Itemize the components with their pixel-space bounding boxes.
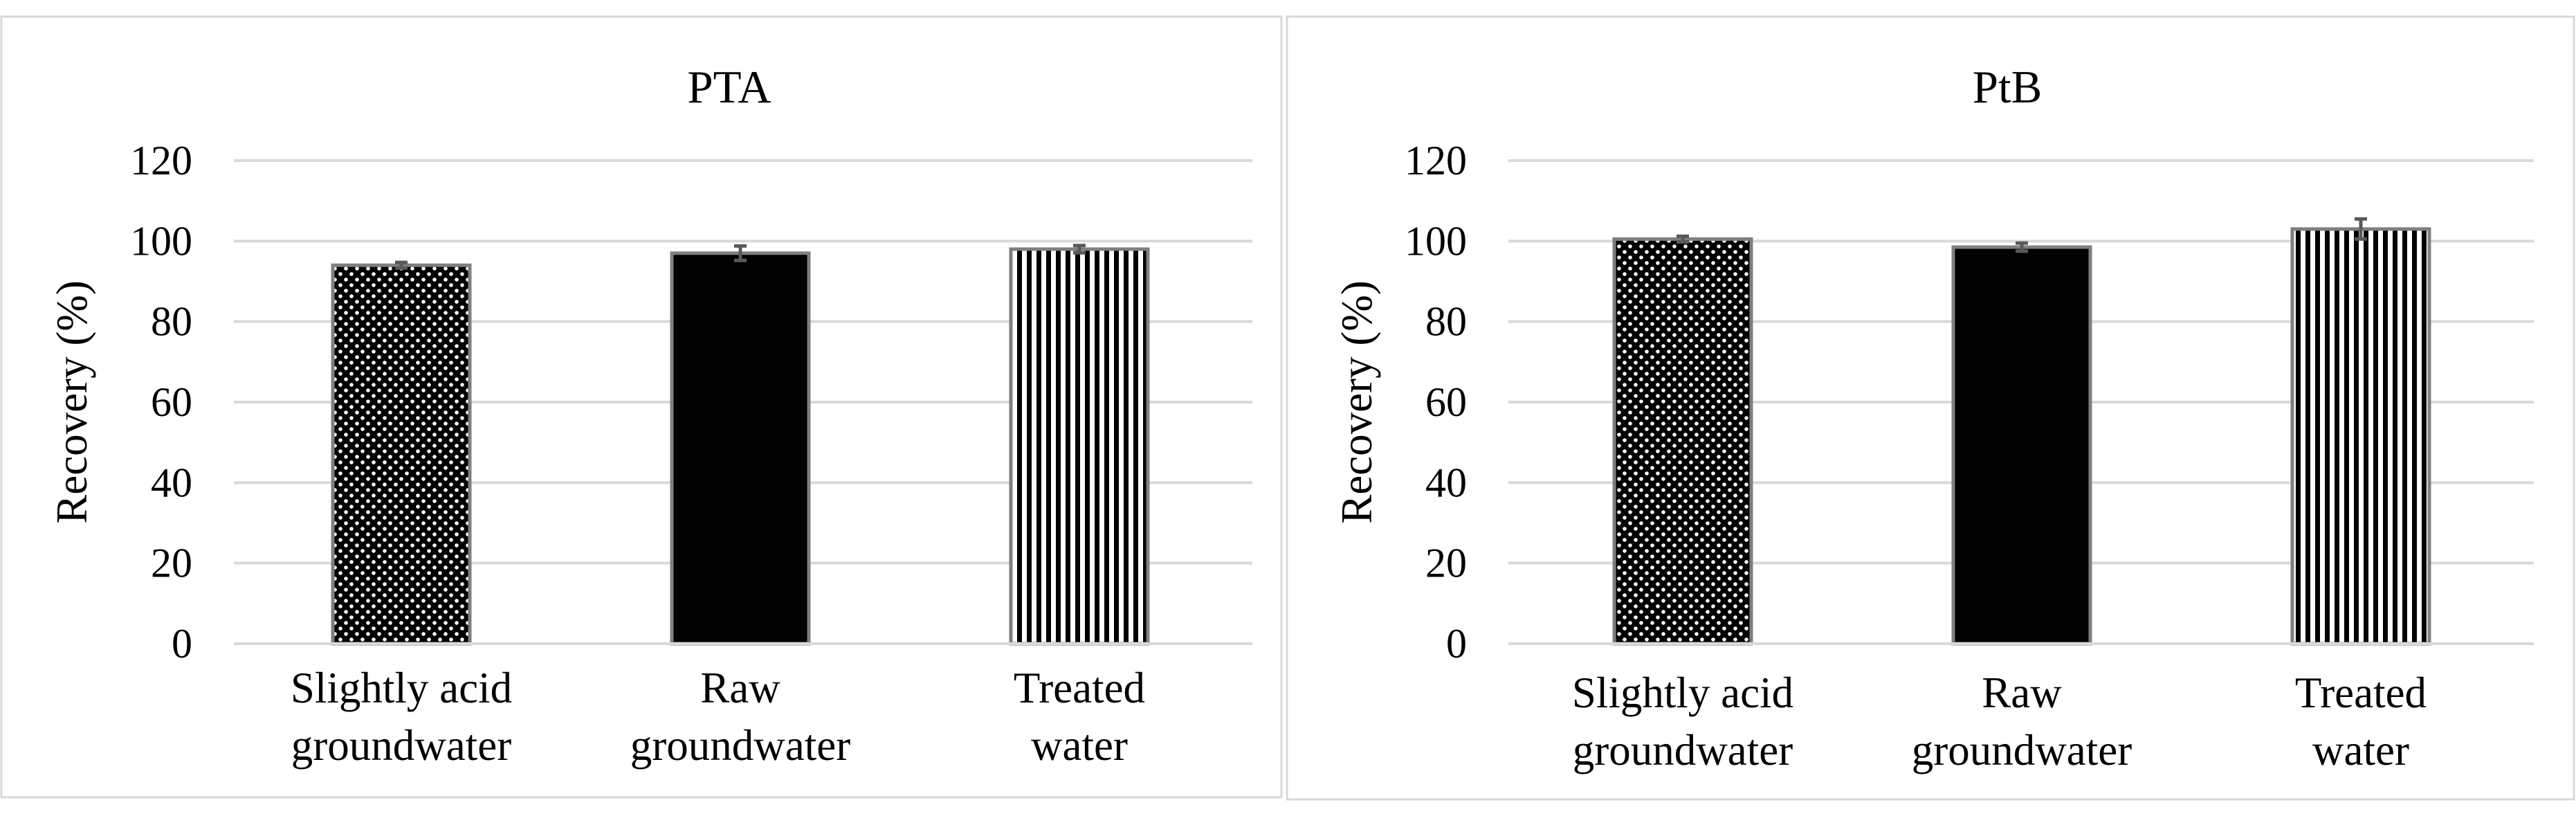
chart-2-ytick-label: 100 [1405, 218, 1467, 264]
chart-2-bar-2 [1951, 245, 2092, 646]
chart-1-group: PTA 0 20 40 60 80 100 120 Slightly acid groundwat… [0, 15, 1283, 799]
chart-1-ytick-label: 60 [151, 379, 192, 425]
chart-2-category-label: water [2312, 726, 2409, 774]
chart-1-category-label: groundwater [291, 721, 511, 770]
chart-1-bar-3 [1009, 247, 1150, 646]
chart-2-group: PtB 0 20 40 60 80 100 120 Slightly acid groundwat… [1286, 15, 2575, 801]
chart-1-ytick-label: 0 [172, 621, 192, 667]
chart-1-category-label: Slightly acid [291, 664, 512, 712]
chart-1-ytick-label: 80 [151, 299, 192, 345]
chart-2-ytick-label: 0 [1446, 621, 1467, 667]
chart-2-ytick-label: 80 [1425, 299, 1467, 345]
chart-1-bar-2 [670, 251, 811, 646]
chart-1-category-label: groundwater [630, 721, 850, 770]
chart-2-category-label: Treated [2295, 669, 2427, 717]
chart-2-ytick-label: 40 [1425, 460, 1467, 505]
chart-1-ytick-label: 100 [130, 218, 192, 264]
chart-1-category-label: Treated [1014, 664, 1145, 712]
chart-2-bar-1 [1612, 237, 1753, 646]
chart-2-ytick-label: 120 [1405, 138, 1467, 183]
chart-1-category-label: Raw [700, 664, 780, 712]
chart-1-ytick-label: 120 [130, 138, 192, 183]
chart-2-bar-3 [2290, 227, 2431, 646]
chart-1-ytick-label: 20 [151, 541, 192, 586]
chart-1-bar-1 [331, 263, 472, 646]
chart-2-y-axis-title: Recovery (%) [1333, 280, 1381, 524]
chart-1-category-label: water [1031, 721, 1128, 770]
chart-2-category-label: groundwater [1573, 726, 1793, 774]
chart-2-ytick-label: 60 [1425, 379, 1467, 425]
chart-2-title: PtB [1973, 62, 2043, 113]
chart-2-ytick-label: 20 [1425, 541, 1467, 586]
chart-1-ytick-label: 40 [151, 460, 192, 505]
chart-2-category-label: groundwater [1912, 726, 2132, 774]
chart-2-category-label: Slightly acid [1572, 669, 1793, 717]
chart-1-title: PTA [687, 62, 771, 113]
chart-1-y-axis-title: Recovery (%) [48, 280, 96, 524]
chart-2-category-label: Raw [1982, 669, 2062, 717]
